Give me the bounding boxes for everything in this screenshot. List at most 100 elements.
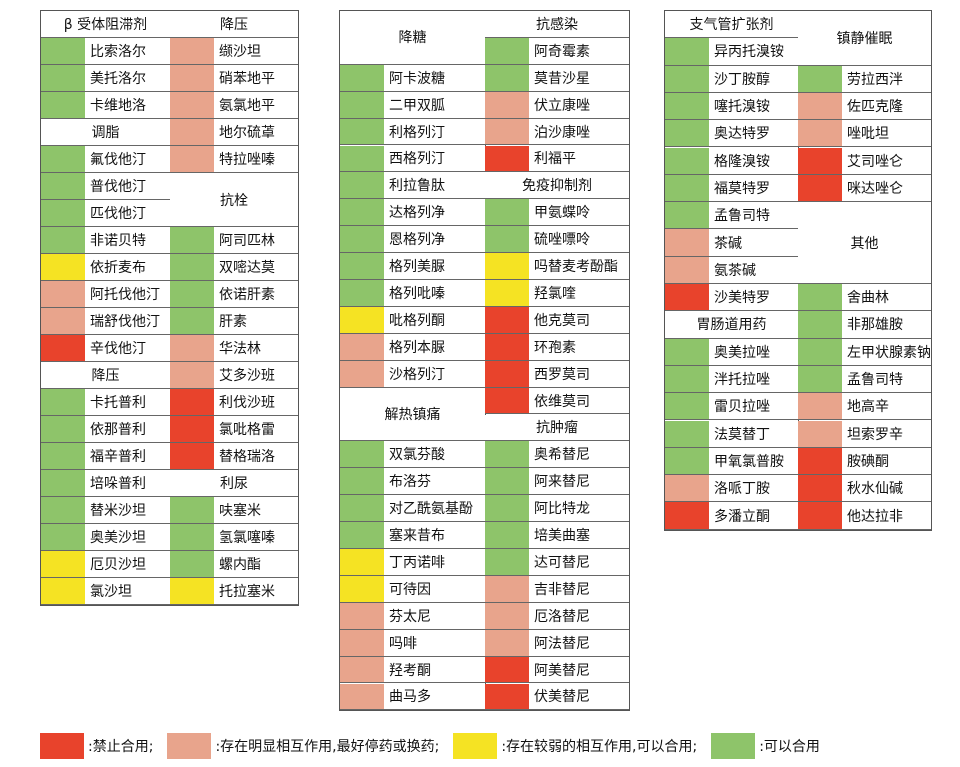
interaction-swatch — [170, 146, 214, 172]
interaction-swatch — [170, 254, 214, 280]
interaction-swatch — [170, 389, 214, 415]
drug-row: 噻托溴铵 — [665, 92, 798, 121]
interaction-swatch — [170, 335, 214, 361]
category-header: 降压 — [41, 362, 170, 389]
table-column: 支气管扩张剂 异丙托溴铵 沙丁胺醇 噻托溴铵 奥达特罗 格隆溴铵 福莫特罗 孟鲁司特 茶碱 氨茶碱… — [665, 11, 799, 530]
drug-row: 甲氧氯普胺 — [665, 447, 798, 476]
interaction-swatch — [485, 360, 529, 387]
interaction-swatch — [485, 118, 529, 145]
drug-row: 达格列净 — [340, 199, 485, 227]
interaction-swatch — [340, 91, 384, 118]
interaction-swatch — [340, 226, 384, 253]
drug-row: 氯沙坦 — [41, 578, 170, 605]
category-header: 支气管扩张剂 — [665, 11, 798, 39]
interaction-swatch — [340, 629, 384, 656]
drug-row: 卡维地洛 — [41, 92, 170, 119]
drug-row: 莫昔沙星 — [485, 64, 629, 92]
drug-name: 阿司匹林 — [219, 233, 275, 249]
drug-name: 特拉唑嗪 — [219, 152, 275, 168]
drug-name: 瑞舒伐他汀 — [90, 314, 160, 330]
interaction-swatch — [41, 308, 85, 334]
interaction-swatch — [798, 65, 842, 92]
drug-name: 法莫替丁 — [714, 426, 770, 443]
interaction-swatch — [340, 522, 384, 548]
interaction-swatch — [798, 338, 842, 365]
drug-row: 吉非替尼 — [485, 575, 629, 603]
interaction-swatch — [665, 447, 709, 475]
interaction-swatch — [340, 683, 384, 710]
drug-name: 他克莫司 — [534, 312, 590, 329]
drug-row: 羟氯喹 — [485, 280, 629, 307]
drug-name: 氨氯地平 — [219, 98, 275, 114]
drug-row: 格列美脲 — [340, 253, 485, 280]
drug-row: 依折麦布 — [41, 254, 170, 281]
drug-row: 沙丁胺醇 — [665, 65, 798, 93]
drug-name: 托拉塞米 — [219, 584, 275, 600]
table-column: 抗感染 阿奇霉素 莫昔沙星 伏立康唑 泊沙康唑 利福平 免疫抑制剂 甲氨蝶呤 硫唑嘌呤 吗替麦考酚… — [485, 11, 629, 711]
drug-name: 沙格列汀 — [389, 366, 445, 383]
legend-label: :可以合用 — [759, 739, 820, 755]
drug-name: 阿奇霉素 — [534, 43, 590, 60]
drug-row: 沙美特罗 — [665, 284, 798, 312]
drug-name: 格隆溴铵 — [714, 153, 770, 170]
drug-row: 泮托拉唑 — [665, 365, 798, 394]
category-header: 调脂 — [41, 119, 170, 146]
table-1: β 受体阻滞剂 比索洛尔 美托洛尔 卡维地洛 调脂 氟伐他汀 普伐他汀 匹伐他汀 非诺贝特 依折麦… — [40, 10, 299, 606]
category-title: 降糖 — [340, 11, 485, 64]
interaction-swatch — [665, 174, 709, 202]
drug-row: 卡托普利 — [41, 389, 170, 416]
table-column: β 受体阻滞剂 比索洛尔 美托洛尔 卡维地洛 调脂 氟伐他汀 普伐他汀 匹伐他汀 非诺贝特 依折麦… — [41, 11, 171, 605]
table-column: 镇静催眠 劳拉西泮 佐匹克隆 唑吡坦 艾司唑仑 咪达唑仑 其他 舍曲林 非那雄胺 左甲状腺素钠 孟鲁… — [798, 11, 931, 530]
drug-name: 塞来昔布 — [389, 528, 445, 545]
drug-name: 奥达特罗 — [714, 126, 770, 143]
drug-name: 阿托伐他汀 — [90, 287, 160, 303]
drug-row: 氢氯噻嗪 — [170, 524, 298, 551]
drug-row: 阿美替尼 — [485, 656, 629, 684]
interaction-swatch — [798, 475, 842, 502]
interaction-swatch — [485, 629, 529, 656]
drug-name: 利伐沙班 — [219, 395, 275, 411]
interaction-swatch — [665, 202, 709, 229]
drug-name: 奥美拉唑 — [714, 344, 770, 361]
interaction-swatch — [665, 420, 709, 447]
interaction-swatch — [170, 551, 214, 577]
drug-name: 阿美替尼 — [534, 662, 590, 679]
drug-name: 匹伐他汀 — [90, 206, 146, 222]
drug-row: 坦索罗辛 — [798, 420, 931, 448]
category-header: 免疫抑制剂 — [485, 172, 629, 200]
category-header: 胃肠道用药 — [665, 311, 798, 339]
drug-row: 秋水仙碱 — [798, 475, 931, 503]
drug-row: 匹伐他汀 — [41, 200, 170, 227]
drug-row: 多潘立酮 — [665, 502, 798, 530]
drug-row: 伏美替尼 — [485, 683, 629, 711]
interaction-swatch — [170, 281, 214, 307]
drug-row: 茶碱 — [665, 229, 798, 257]
drug-row: 利拉鲁肽 — [340, 172, 485, 200]
category-title: β 受体阻滞剂 — [41, 11, 170, 37]
interaction-swatch — [340, 549, 384, 575]
drug-name: 依那普利 — [90, 422, 146, 438]
drug-row: 硫唑嘌呤 — [485, 226, 629, 254]
drug-name: 氨茶碱 — [714, 262, 756, 279]
drug-name: 福莫特罗 — [714, 180, 770, 197]
drug-name: 卡维地洛 — [90, 98, 146, 114]
drug-name: 非那雄胺 — [847, 317, 903, 334]
category-title: 胃肠道用药 — [665, 311, 798, 338]
interaction-swatch — [340, 441, 384, 468]
interaction-swatch — [665, 256, 709, 283]
drug-name: 伏立康唑 — [534, 97, 590, 114]
interaction-swatch — [665, 120, 709, 147]
interaction-swatch — [798, 92, 842, 120]
interaction-swatch — [485, 522, 529, 548]
drug-name: 培哚普利 — [90, 476, 146, 492]
drug-name: 甲氨蝶呤 — [534, 205, 590, 222]
drug-row: 奥美拉唑 — [665, 338, 798, 366]
drug-name: 阿卡波糖 — [389, 70, 445, 87]
drug-name: 卡托普利 — [90, 395, 146, 411]
drug-name: 芬太尼 — [389, 608, 431, 625]
drug-name: 依折麦布 — [90, 260, 146, 276]
interaction-swatch — [485, 683, 529, 710]
drug-name: 辛伐他汀 — [90, 341, 146, 357]
interaction-swatch — [340, 575, 384, 602]
interaction-swatch — [170, 92, 214, 118]
